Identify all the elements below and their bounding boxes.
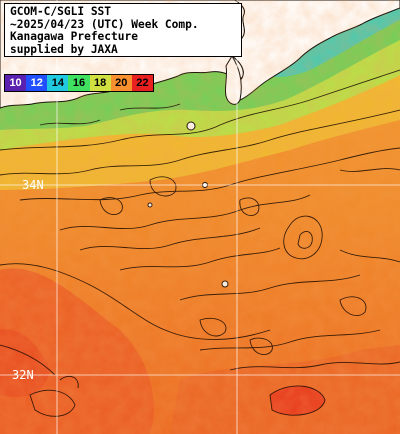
title-line-2: ~2025/04/23 (UTC) Week Comp. <box>10 17 199 31</box>
lat-label-34n: 34N <box>22 178 44 192</box>
legend-swatch-18: 18 <box>89 75 111 91</box>
legend-swatch-10: 10 <box>5 75 27 91</box>
legend-swatch-20: 20 <box>110 75 132 91</box>
sst-contours <box>0 69 400 417</box>
title-line-1: GCOM-C/SGLI SST <box>10 5 112 18</box>
title-line-3: Kanagawa Prefecture <box>10 30 138 43</box>
title-line-4: supplied by JAXA <box>10 42 118 56</box>
legend-swatch-22: 22 <box>131 75 153 91</box>
legend-swatch-12: 12 <box>26 75 48 91</box>
title-box: GCOM-C/SGLI SST ~2025/04/23 (UTC) Week C… <box>4 3 242 57</box>
legend-swatch-16: 16 <box>68 75 90 91</box>
color-legend: 10 12 14 16 18 20 22 <box>4 74 154 92</box>
legend-swatch-14: 14 <box>47 75 69 91</box>
lat-label-32n: 32N <box>12 368 34 382</box>
